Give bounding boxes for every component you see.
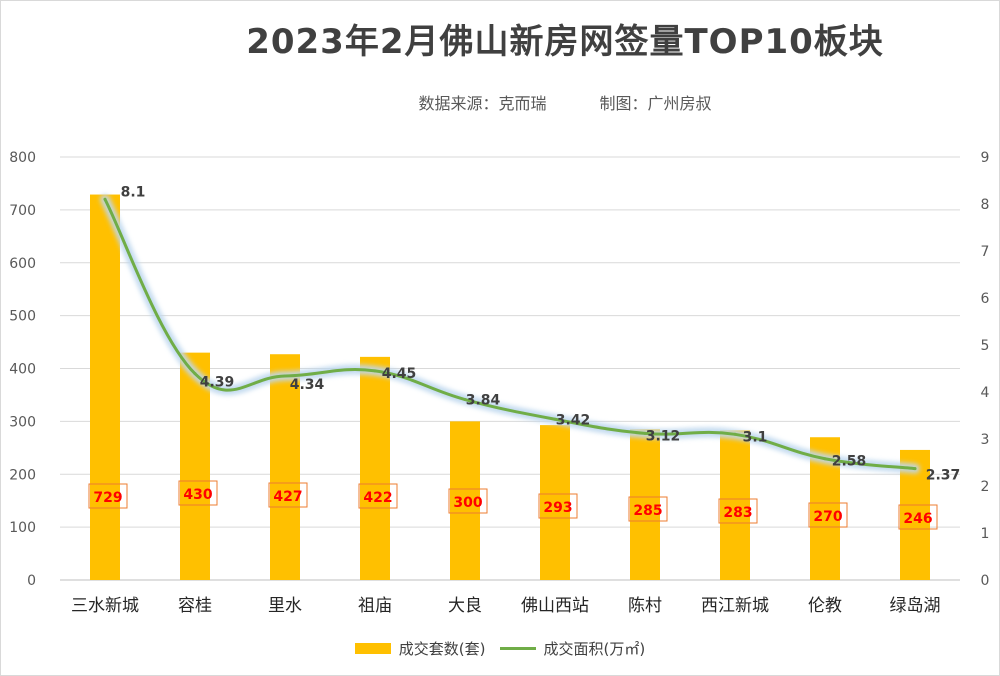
right-axis-tick-label: 7 (981, 244, 990, 260)
line-value-label: 8.1 (121, 184, 146, 200)
right-axis-tick-label: 4 (981, 385, 990, 401)
legend-line-label: 成交面积(万㎡) (543, 640, 646, 658)
line-value-label: 3.1 (743, 429, 768, 445)
line-point (103, 197, 107, 201)
right-axis-tick-label: 8 (981, 197, 990, 213)
left-axis-tick-label: 600 (9, 256, 36, 272)
category-label: 陈村 (628, 596, 662, 616)
line-point (553, 417, 557, 421)
category-label: 伦教 (808, 596, 842, 616)
right-axis-tick-label: 5 (981, 338, 990, 354)
bar (270, 354, 300, 580)
bar-value-box (808, 502, 848, 528)
bar-value-box (358, 483, 398, 509)
data-source-note: 数据来源：克而瑞 (418, 94, 547, 113)
line-point (643, 431, 647, 435)
category-label: 容桂 (178, 596, 212, 616)
bar-value-box (718, 498, 758, 524)
line-value-label: 2.58 (832, 454, 867, 470)
line-glow (100, 194, 920, 474)
right-axis-tick-label: 2 (981, 479, 990, 495)
legend-item-line: 成交面积(万㎡) (499, 638, 646, 659)
line-value-label: 4.39 (200, 375, 235, 391)
line-point (373, 369, 377, 373)
bar-value-label: 246 (903, 511, 932, 527)
right-axis-tick-label: 9 (981, 150, 990, 166)
bar-value-label: 430 (183, 487, 212, 503)
bar (360, 356, 390, 580)
left-axis-tick-label: 800 (9, 150, 36, 166)
line-value-label: 2.37 (926, 468, 961, 484)
line-point (193, 372, 197, 376)
line-point (463, 398, 467, 402)
right-axis-tick-label: 0 (981, 573, 990, 589)
line-value-label: 4.34 (290, 377, 325, 393)
bar (180, 352, 210, 580)
legend-line-swatch (499, 647, 536, 650)
line-point (733, 432, 737, 436)
legend-bar-label: 成交套数(套) (398, 640, 486, 658)
chart-legend: 成交套数(套) 成交面积(万㎡) (0, 638, 1000, 659)
category-label: 西江新城 (701, 596, 769, 616)
bar-value-label: 300 (453, 495, 482, 511)
left-axis-tick-label: 100 (9, 520, 36, 536)
category-label: 绿岛湖 (890, 596, 941, 616)
line-point (823, 457, 827, 461)
bar-value-box (538, 493, 578, 519)
category-label: 祖庙 (358, 596, 392, 616)
right-axis-tick-label: 1 (981, 526, 990, 542)
left-axis-tick-label: 200 (9, 467, 36, 483)
line-value-label: 4.45 (382, 366, 417, 382)
line-value-label: 3.12 (646, 428, 681, 444)
series-line (103, 197, 917, 471)
left-axis-tick-label: 500 (9, 309, 36, 325)
bar (90, 194, 120, 580)
line-value-label: 3.42 (556, 412, 591, 428)
bar-value-label: 427 (273, 489, 302, 505)
left-axis-tick-label: 700 (9, 203, 36, 219)
left-axis-tick-label: 400 (9, 362, 36, 378)
chart-subtitle: 数据来源：克而瑞 制图：广州房叔 (0, 90, 1000, 114)
bar-value-label: 285 (633, 503, 662, 519)
bar-value-label: 293 (543, 500, 572, 516)
category-label: 里水 (268, 596, 302, 616)
legend-bar-swatch (354, 643, 391, 654)
legend-item-bars: 成交套数(套) (354, 638, 486, 659)
bar (630, 429, 660, 580)
bar-value-label: 283 (723, 505, 752, 521)
bar-value-box (268, 482, 308, 508)
right-axis-tick-label: 3 (981, 432, 990, 448)
bar (540, 425, 570, 580)
bar-value-box (448, 488, 488, 514)
bar (450, 421, 480, 580)
author-note: 制图：广州房叔 (599, 94, 712, 113)
bar-value-box (178, 480, 218, 506)
bar-value-box (898, 504, 938, 530)
bar-value-box (628, 496, 668, 522)
bar-value-box (88, 483, 128, 509)
bar-value-label: 422 (363, 490, 392, 506)
category-label: 三水新城 (71, 596, 139, 616)
left-axis-tick-label: 300 (9, 414, 36, 430)
left-axis-tick-label: 0 (27, 573, 36, 589)
category-label: 佛山西站 (521, 596, 589, 616)
line-point (913, 467, 917, 471)
bar (720, 430, 750, 580)
right-axis-tick-label: 6 (981, 291, 990, 307)
bar-value-label: 729 (93, 490, 122, 506)
chart-title: 2023年2月佛山新房网签量TOP10板块 (246, 22, 884, 62)
line-value-label: 3.84 (466, 393, 501, 409)
bar-value-label: 270 (813, 509, 842, 525)
category-label: 大良 (448, 596, 482, 616)
line-point (283, 374, 287, 378)
